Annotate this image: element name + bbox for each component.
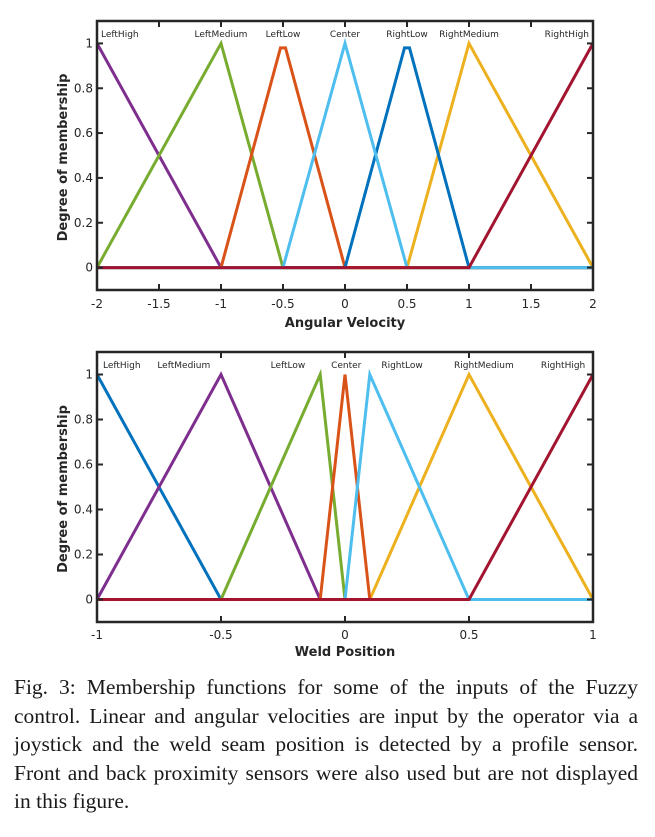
figure-caption: Fig. 3: Membership functions for some of…: [14, 675, 638, 814]
x-tick-label: -2: [91, 297, 103, 311]
x-tick-label: 0: [341, 628, 349, 642]
y-tick-label: 0.4: [74, 171, 93, 185]
x-tick-label: 0: [341, 297, 349, 311]
mf-label-leftlow: LeftLow: [271, 361, 306, 371]
mf-label-lefthigh: LeftHigh: [101, 30, 139, 40]
x-tick-label: 0.5: [459, 628, 478, 642]
series-line-leftlow: [97, 46, 593, 270]
y-tick-label: 0.8: [74, 81, 93, 95]
figure: -2 -1.5 -1 -0.5 0 0.5 1 1.5 2 0 0.2 0.4 0.6 0.8 1 LeftH…: [56, 19, 597, 660]
weld-position-chart: -1 -0.5 0 0.5 1 0 0.2 0.4 0.6 0.8 1 LeftHigh LeftMed…: [56, 350, 597, 660]
y-tick-label: 0.4: [74, 503, 93, 517]
y-tick-label: 0: [85, 593, 93, 607]
mf-label-righthigh: RightHigh: [545, 30, 589, 40]
x-axis-title: Weld Position: [295, 645, 396, 660]
angular-velocity-chart: -2 -1.5 -1 -0.5 0 0.5 1 1.5 2 0 0.2 0.4 0.6 0.8 1 LeftH…: [56, 19, 597, 331]
mf-label-rightmedium: RightMedium: [439, 30, 499, 40]
y-axis-title: Degree of membership: [56, 74, 71, 242]
x-tick-label: 1: [589, 628, 597, 642]
mf-label-leftmedium: LeftMedium: [157, 361, 210, 371]
y-tick-label: 0: [85, 261, 93, 275]
y-tick-label: 0.2: [74, 548, 93, 562]
mf-label-righthigh: RightHigh: [541, 361, 585, 371]
x-tick-label: -1: [215, 297, 227, 311]
x-tick-label: -1: [91, 628, 103, 642]
series-line-righthigh: [97, 373, 595, 601]
x-tick-label: 0.5: [397, 297, 416, 311]
series-line-rightmedium: [97, 371, 595, 601]
y-axis-title: Degree of membership: [56, 405, 71, 573]
x-tick-label: -0.5: [271, 297, 294, 311]
series-line-leftlow: [97, 368, 593, 601]
series-line-center: [97, 37, 593, 270]
y-tick-label: 1: [85, 36, 93, 50]
mf-label-leftmedium: LeftMedium: [195, 30, 248, 40]
x-axis-title: Angular Velocity: [285, 316, 406, 331]
series-line-leftmedium: [95, 39, 593, 270]
mf-label-center: Center: [331, 361, 362, 371]
x-tick-label: 2: [589, 297, 597, 311]
plot-frame: [95, 350, 595, 624]
series-line-rightlow: [97, 46, 593, 270]
x-tick-label: -0.5: [209, 628, 232, 642]
y-tick-label: 0.8: [74, 413, 93, 427]
x-tick-label: 1.5: [521, 297, 540, 311]
y-tick-label: 0.6: [74, 126, 93, 140]
series-line-lefthigh: [95, 42, 593, 270]
series-line-center: [97, 374, 593, 601]
mf-label-rightmedium: RightMedium: [454, 361, 514, 371]
mf-label-leftlow: LeftLow: [266, 30, 301, 40]
mf-label-center: Center: [330, 30, 361, 40]
series-line-leftmedium: [95, 371, 593, 601]
y-tick-label: 0.6: [74, 458, 93, 472]
series-line-rightmedium: [97, 39, 595, 270]
y-tick-label: 0.2: [74, 216, 93, 230]
plot-frame: [95, 19, 595, 292]
series-line-righthigh: [97, 42, 595, 270]
series-line-lefthigh: [95, 373, 593, 601]
x-tick-label: -1.5: [147, 297, 170, 311]
series-line-rightlow: [97, 368, 593, 601]
mf-label-rightlow: RightLow: [386, 30, 427, 40]
y-tick-label: 1: [85, 368, 93, 382]
x-tick-label: 1: [465, 297, 473, 311]
mf-label-lefthigh: LeftHigh: [103, 361, 141, 371]
mf-label-rightlow: RightLow: [381, 361, 422, 371]
